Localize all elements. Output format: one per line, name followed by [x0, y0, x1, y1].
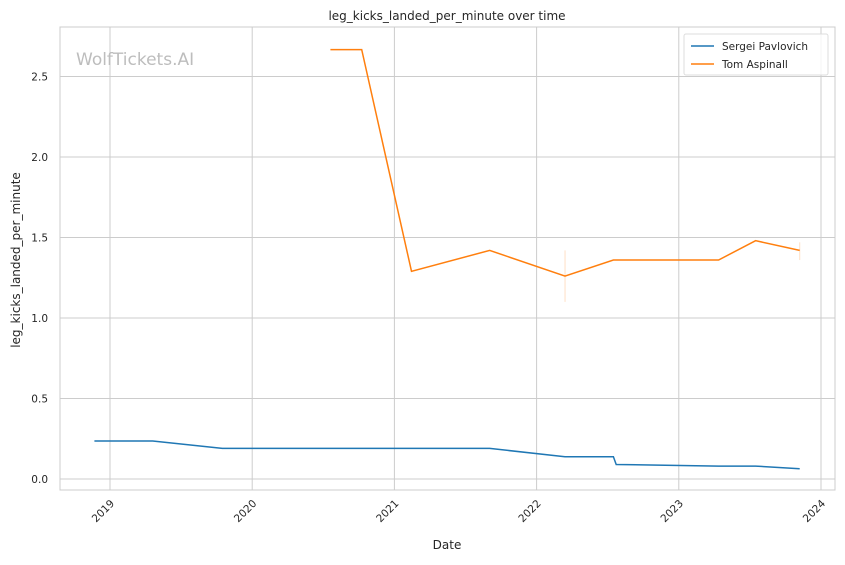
x-tick-label: 2024 — [801, 497, 829, 525]
x-tick-label: 2019 — [90, 498, 117, 525]
chart-title: leg_kicks_landed_per_minute over time — [328, 9, 565, 23]
x-tick-label: 2020 — [232, 498, 259, 525]
y-tick-label: 2.5 — [31, 72, 48, 84]
grid — [60, 27, 835, 490]
y-tick-label: 1.5 — [31, 233, 48, 245]
y-tick-label: 0.5 — [31, 394, 48, 406]
x-tick-label: 2022 — [516, 498, 543, 525]
x-axis: 2019 2020 2021 2022 2023 2024 — [90, 497, 829, 525]
plot-frame — [60, 27, 835, 490]
watermark: WolfTickets.AI — [76, 50, 194, 70]
x-axis-label: Date — [433, 538, 462, 552]
x-tick-label: 2021 — [374, 498, 401, 525]
series-line-tom-aspinall — [330, 50, 799, 277]
y-tick-label: 0.0 — [31, 474, 48, 486]
legend-label-sergei-pavlovich: Sergei Pavlovich — [722, 41, 808, 53]
y-axis: 0.0 0.5 1.0 1.5 2.0 2.5 — [31, 72, 48, 487]
y-tick-label: 1.0 — [31, 313, 48, 325]
legend-label-tom-aspinall: Tom Aspinall — [721, 59, 788, 71]
y-axis-label: leg_kicks_landed_per_minute — [9, 172, 23, 348]
series-line-sergei-pavlovich — [94, 441, 799, 469]
x-tick-label: 2023 — [659, 498, 686, 525]
y-tick-label: 2.0 — [31, 152, 48, 164]
legend: Sergei Pavlovich Tom Aspinall — [684, 34, 828, 75]
series-layer — [94, 50, 800, 469]
